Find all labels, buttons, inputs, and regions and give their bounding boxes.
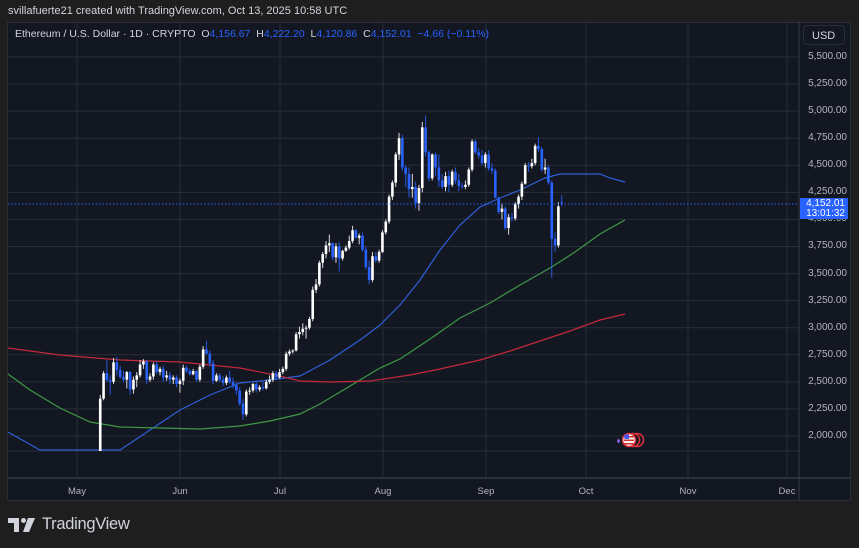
time-tick: Aug: [374, 486, 392, 497]
chart-frame: [7, 22, 851, 501]
currency-button[interactable]: USD: [803, 25, 845, 45]
price-tick: 2,500.00: [808, 375, 847, 387]
price-tick: 3,500.00: [808, 267, 847, 279]
close-value: 4,152.01: [370, 28, 412, 40]
price-tick: 2,000.00: [808, 430, 847, 441]
symbol-title: Ethereum / U.S. Dollar · 1D · CRYPTO: [15, 28, 196, 40]
close-label: C: [363, 28, 371, 40]
time-tick: May: [68, 486, 86, 497]
time-tick: Jun: [172, 486, 188, 497]
high-value: 4,222.20: [263, 28, 305, 40]
tradingview-logo-icon: [8, 517, 35, 532]
time-tick: Sep: [477, 486, 495, 497]
price-tick: 5,250.00: [808, 78, 847, 90]
price-tick: 3,250.00: [808, 294, 847, 306]
price-tick: 4,250.00: [808, 186, 847, 198]
last-price-label: 4,152.01 13:01:32: [800, 198, 848, 219]
high-label: H: [256, 28, 264, 40]
price-tick: 5,000.00: [808, 105, 847, 117]
moving-averages: [7, 173, 626, 451]
brand-name: TradingView: [42, 515, 130, 533]
bar-countdown: 13:01:32: [806, 208, 845, 219]
time-tick: Oct: [578, 486, 594, 497]
price-tick: 2,750.00: [808, 348, 847, 360]
chart-grid: [8, 22, 799, 478]
price-tick: 5,500.00: [808, 50, 847, 62]
chart-credit: svillafuerte21 created with TradingView.…: [8, 5, 348, 17]
last-price-value: 4,152.01: [806, 198, 845, 209]
price-tick: 3,750.00: [808, 240, 847, 252]
candlesticks: [98, 115, 564, 451]
low-label: L: [310, 28, 317, 40]
event-flag-icon[interactable]: [617, 432, 645, 448]
change-value: −4.66 (−0.11%): [417, 28, 490, 40]
price-tick: 4,750.00: [808, 132, 847, 144]
time-tick: Jul: [273, 486, 287, 497]
price-tick: 4,500.00: [808, 159, 847, 171]
price-tick: 2,250.00: [808, 402, 847, 414]
time-tick: Dec: [778, 486, 796, 497]
tradingview-logo[interactable]: TradingView: [8, 515, 130, 534]
low-value: 4,120.86: [316, 28, 358, 40]
open-label: O: [201, 28, 210, 40]
price-tick: 3,000.00: [808, 321, 847, 333]
open-value: 4,156.67: [209, 28, 251, 40]
ohlc-legend: Ethereum / U.S. Dollar · 1D · CRYPTO O4,…: [15, 28, 489, 40]
time-tick: Nov: [679, 486, 697, 497]
